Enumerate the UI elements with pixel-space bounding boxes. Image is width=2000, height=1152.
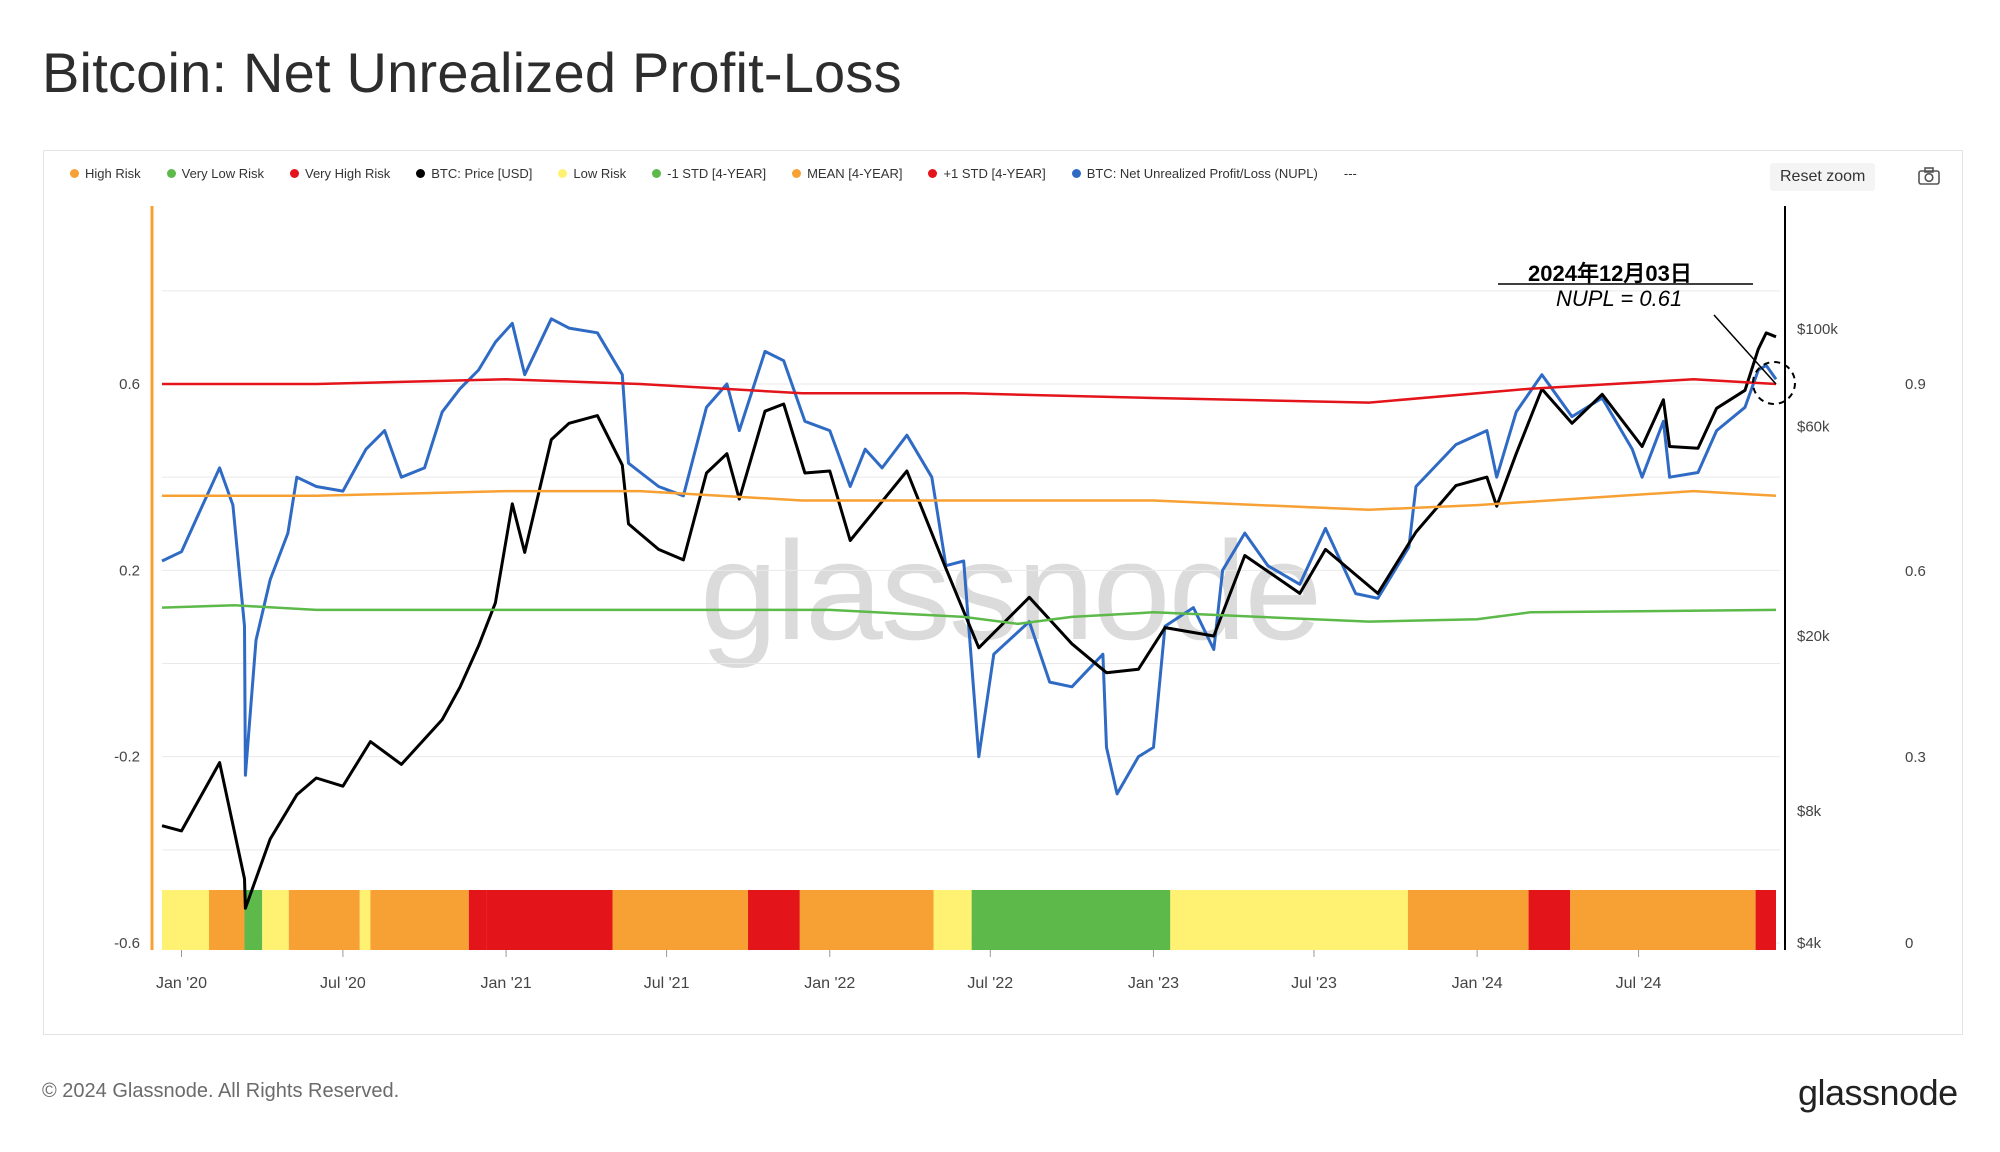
y-right-price-tick-label: $60k: [1797, 418, 1830, 435]
risk-band-segment: [748, 890, 800, 950]
series-line-1-std-4-year: [162, 378, 1777, 404]
y-left-tick-label: -0.6: [114, 935, 140, 952]
legend-dot: [416, 168, 426, 178]
risk-band-segment: [612, 890, 749, 950]
y-right-nupl-tick-label: 0.6: [1905, 563, 1926, 580]
y-right-price-tick-label: $100k: [1797, 321, 1838, 338]
risk-band-segment: [1570, 890, 1756, 950]
reset-zoom-button[interactable]: Reset zoom: [1770, 163, 1876, 191]
legend-dot: [558, 168, 568, 178]
y-left-tick-label: 0.2: [119, 562, 140, 579]
y-left-tick-label: 0.6: [119, 376, 140, 393]
annotation-value: NUPL = 0.61: [1556, 286, 1683, 311]
series-line-btc-net-unrealized-profit-loss-nupl: [161, 317, 1778, 796]
risk-band-segment: [209, 890, 245, 950]
legend-label: -1 STD [4-YEAR]: [667, 165, 767, 181]
legend-item-mean[interactable]: MEAN [4-YEAR]: [792, 166, 902, 181]
series-line-1-std-4-year: [161, 604, 1777, 626]
x-tick-label: Jul '23: [1291, 975, 1337, 992]
risk-band-segment: [933, 890, 972, 950]
annotation-date: 2024年12月03日: [1528, 261, 1692, 286]
legend-label: BTC: Price [USD]: [431, 165, 533, 181]
x-tick-label: Jul '24: [1616, 975, 1662, 992]
x-tick-label: Jan '20: [156, 975, 207, 992]
legend: High Risk Very Low Risk Very High Risk B…: [70, 163, 1357, 183]
legend-dot: [166, 168, 176, 178]
legend-dot: [792, 168, 802, 178]
legend-label: Very Low Risk: [181, 165, 264, 181]
chart-lines: [161, 317, 1778, 910]
legend-label: High Risk: [85, 165, 141, 181]
risk-band-segment: [359, 890, 371, 950]
series-line-btc-price-usd: [161, 331, 1777, 910]
risk-band-segment: [288, 890, 360, 950]
legend-more-menu[interactable]: ---: [1344, 166, 1357, 181]
page-title: Bitcoin: Net Unrealized Profit-Loss: [42, 41, 902, 104]
x-tick-label: Jan '23: [1128, 975, 1179, 992]
annotation-marker: [1498, 283, 1796, 405]
risk-band-segment: [1528, 890, 1571, 950]
legend-label: MEAN [4-YEAR]: [807, 165, 903, 181]
risk-band-segment: [244, 890, 263, 950]
risk-band-segment: [468, 890, 487, 950]
y-right-nupl-tick-label: 0.9: [1905, 376, 1926, 393]
legend-dot: [652, 168, 662, 178]
legend-item-very-high-risk[interactable]: Very High Risk: [290, 166, 390, 181]
camera-icon[interactable]: [1918, 167, 1940, 185]
copyright-text: © 2024 Glassnode. All Rights Reserved.: [42, 1080, 400, 1102]
glassnode-logo: glassnode: [1798, 1072, 1958, 1113]
risk-band-segment: [1170, 890, 1408, 950]
risk-band-strip: [162, 890, 1776, 950]
y-right-price-tick-label: $8k: [1797, 803, 1822, 820]
chart-axes: 0.6 0.2 -0.2 -0.6 $100k $60k $20k $8k $4k 0.9 0.6 0…: [114, 206, 1926, 992]
series-line-mean-4-year: [162, 489, 1777, 512]
legend-dot: [928, 168, 938, 178]
x-tick-label: Jul '21: [644, 975, 690, 992]
x-tick-label: Jul '22: [967, 975, 1013, 992]
y-right-nupl-tick-label: 0.3: [1905, 749, 1926, 766]
legend-item-btc-price[interactable]: BTC: Price [USD]: [416, 166, 532, 181]
risk-band-segment: [1755, 890, 1776, 950]
legend-label: Very High Risk: [305, 165, 391, 181]
legend-item-plus-1-std[interactable]: +1 STD [4-YEAR]: [928, 165, 1046, 181]
risk-band-segment: [370, 890, 469, 950]
legend-item-minus-1-std[interactable]: -1 STD [4-YEAR]: [652, 166, 766, 181]
legend-item-very-low-risk[interactable]: Very Low Risk: [166, 165, 264, 181]
annotation-pointer: [1713, 314, 1777, 385]
legend-dot: [290, 168, 299, 178]
risk-band-segment: [607, 890, 613, 950]
x-tick-label: Jul '20: [320, 975, 366, 992]
risk-band-segment: [971, 890, 1171, 950]
y-right-nupl-tick-label: 0: [1905, 935, 1913, 952]
legend-more-label: ---: [1343, 165, 1357, 181]
legend-item-nupl[interactable]: BTC: Net Unrealized Profit/Loss (NUPL): [1071, 165, 1318, 181]
legend-label: Low Risk: [573, 165, 627, 181]
legend-item-high-risk[interactable]: High Risk: [70, 166, 141, 181]
legend-dot: [1071, 168, 1081, 178]
y-right-price-tick-label: $4k: [1797, 935, 1822, 952]
x-tick-label: Jan '24: [1452, 975, 1503, 992]
y-right-price-tick-label: $20k: [1797, 628, 1830, 645]
legend-item-low-risk[interactable]: Low Risk: [558, 166, 626, 181]
glassnode-watermark: glassnode: [700, 512, 1322, 669]
x-tick-label: Jan '22: [804, 975, 855, 992]
chart-frame: [43, 150, 1963, 1035]
legend-dot: [70, 168, 79, 178]
y-left-tick-label: -0.2: [114, 749, 140, 766]
risk-band-segment: [162, 890, 210, 950]
legend-label: BTC: Net Unrealized Profit/Loss (NUPL): [1086, 165, 1318, 181]
risk-band-segment: [799, 890, 934, 950]
risk-band-segment: [1407, 890, 1529, 950]
legend-label: +1 STD [4-YEAR]: [943, 165, 1046, 181]
annotation-circle: [1752, 361, 1796, 405]
x-tick-label: Jan '21: [481, 975, 532, 992]
risk-band-segment: [262, 890, 289, 950]
